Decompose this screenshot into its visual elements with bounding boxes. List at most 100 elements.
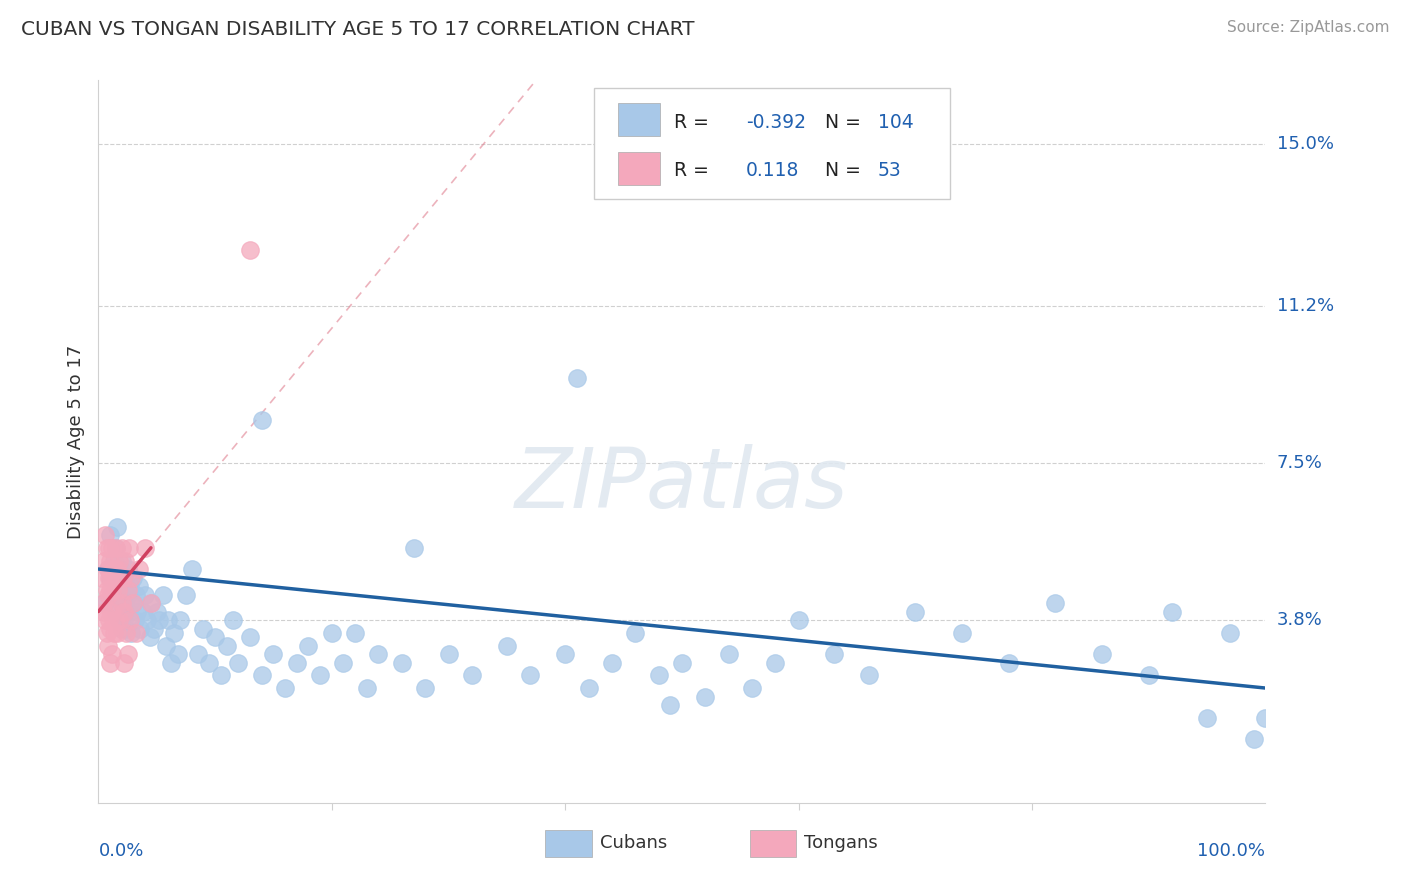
Point <box>98 528 121 542</box>
Point <box>391 656 413 670</box>
Point <box>101 541 124 555</box>
Point <box>624 625 647 640</box>
Text: 3.8%: 3.8% <box>1277 611 1322 629</box>
Point <box>152 588 174 602</box>
Point <box>103 625 125 640</box>
Point <box>402 541 425 555</box>
Point <box>100 605 122 619</box>
Point <box>93 605 115 619</box>
Point <box>134 541 156 555</box>
Point <box>180 562 202 576</box>
Point <box>103 553 125 567</box>
Point <box>120 625 142 640</box>
Text: 100.0%: 100.0% <box>1198 842 1265 860</box>
Point <box>461 668 484 682</box>
Text: R =: R = <box>673 161 709 180</box>
Point <box>97 613 120 627</box>
Point <box>695 690 717 704</box>
Point <box>101 588 124 602</box>
Point <box>108 613 131 627</box>
Point <box>104 570 127 584</box>
Point <box>904 605 927 619</box>
Point <box>143 622 166 636</box>
Point <box>115 625 138 640</box>
Point <box>117 583 139 598</box>
Point <box>112 613 135 627</box>
Point <box>117 588 139 602</box>
Point <box>124 613 146 627</box>
Point <box>117 562 139 576</box>
Point <box>204 630 226 644</box>
FancyBboxPatch shape <box>617 103 659 136</box>
Text: 104: 104 <box>877 112 914 131</box>
Point <box>1195 711 1218 725</box>
Point <box>112 605 135 619</box>
Point <box>858 668 880 682</box>
Point <box>125 605 148 619</box>
Point <box>111 596 134 610</box>
Point <box>108 588 131 602</box>
Point <box>159 656 181 670</box>
Point <box>1243 732 1265 747</box>
Point <box>98 656 121 670</box>
Point <box>437 647 460 661</box>
Point <box>274 681 297 695</box>
Point <box>97 570 120 584</box>
Point <box>519 668 541 682</box>
Text: 0.0%: 0.0% <box>98 842 143 860</box>
Point <box>97 562 120 576</box>
Point <box>554 647 576 661</box>
Point <box>155 639 177 653</box>
Point <box>997 656 1019 670</box>
Point <box>115 622 138 636</box>
Point <box>262 647 284 661</box>
Point <box>239 244 262 258</box>
Point <box>139 630 162 644</box>
Point <box>105 519 128 533</box>
Point <box>120 570 142 584</box>
Point <box>496 639 519 653</box>
Point <box>128 562 150 576</box>
Point <box>174 588 197 602</box>
Point <box>118 579 141 593</box>
Point <box>239 630 262 644</box>
Point <box>1137 668 1160 682</box>
Text: Tongans: Tongans <box>804 833 879 852</box>
FancyBboxPatch shape <box>617 152 659 186</box>
Point <box>134 588 156 602</box>
Point <box>112 583 135 598</box>
Point <box>98 553 121 567</box>
Point <box>94 613 117 627</box>
Point <box>101 647 124 661</box>
Point <box>94 528 117 542</box>
Text: 11.2%: 11.2% <box>1277 296 1334 315</box>
Point <box>93 596 115 610</box>
FancyBboxPatch shape <box>749 830 796 857</box>
Point <box>250 668 273 682</box>
Point <box>104 579 127 593</box>
Point <box>228 656 250 670</box>
Point <box>104 541 127 555</box>
Point <box>169 613 191 627</box>
Point <box>114 553 136 567</box>
Point <box>118 605 141 619</box>
Point <box>1254 711 1277 725</box>
Point <box>356 681 378 695</box>
Point <box>107 583 129 598</box>
Point <box>101 583 124 598</box>
Point <box>96 625 118 640</box>
Point <box>139 596 162 610</box>
Point <box>93 553 115 567</box>
Point <box>108 553 131 567</box>
Point <box>97 588 120 602</box>
Point <box>103 562 125 576</box>
Point <box>104 613 127 627</box>
Point <box>309 668 332 682</box>
Point <box>98 622 121 636</box>
Point <box>215 639 238 653</box>
Point <box>104 605 127 619</box>
Point <box>117 647 139 661</box>
Point <box>1091 647 1114 661</box>
Point <box>91 596 114 610</box>
Point <box>128 579 150 593</box>
